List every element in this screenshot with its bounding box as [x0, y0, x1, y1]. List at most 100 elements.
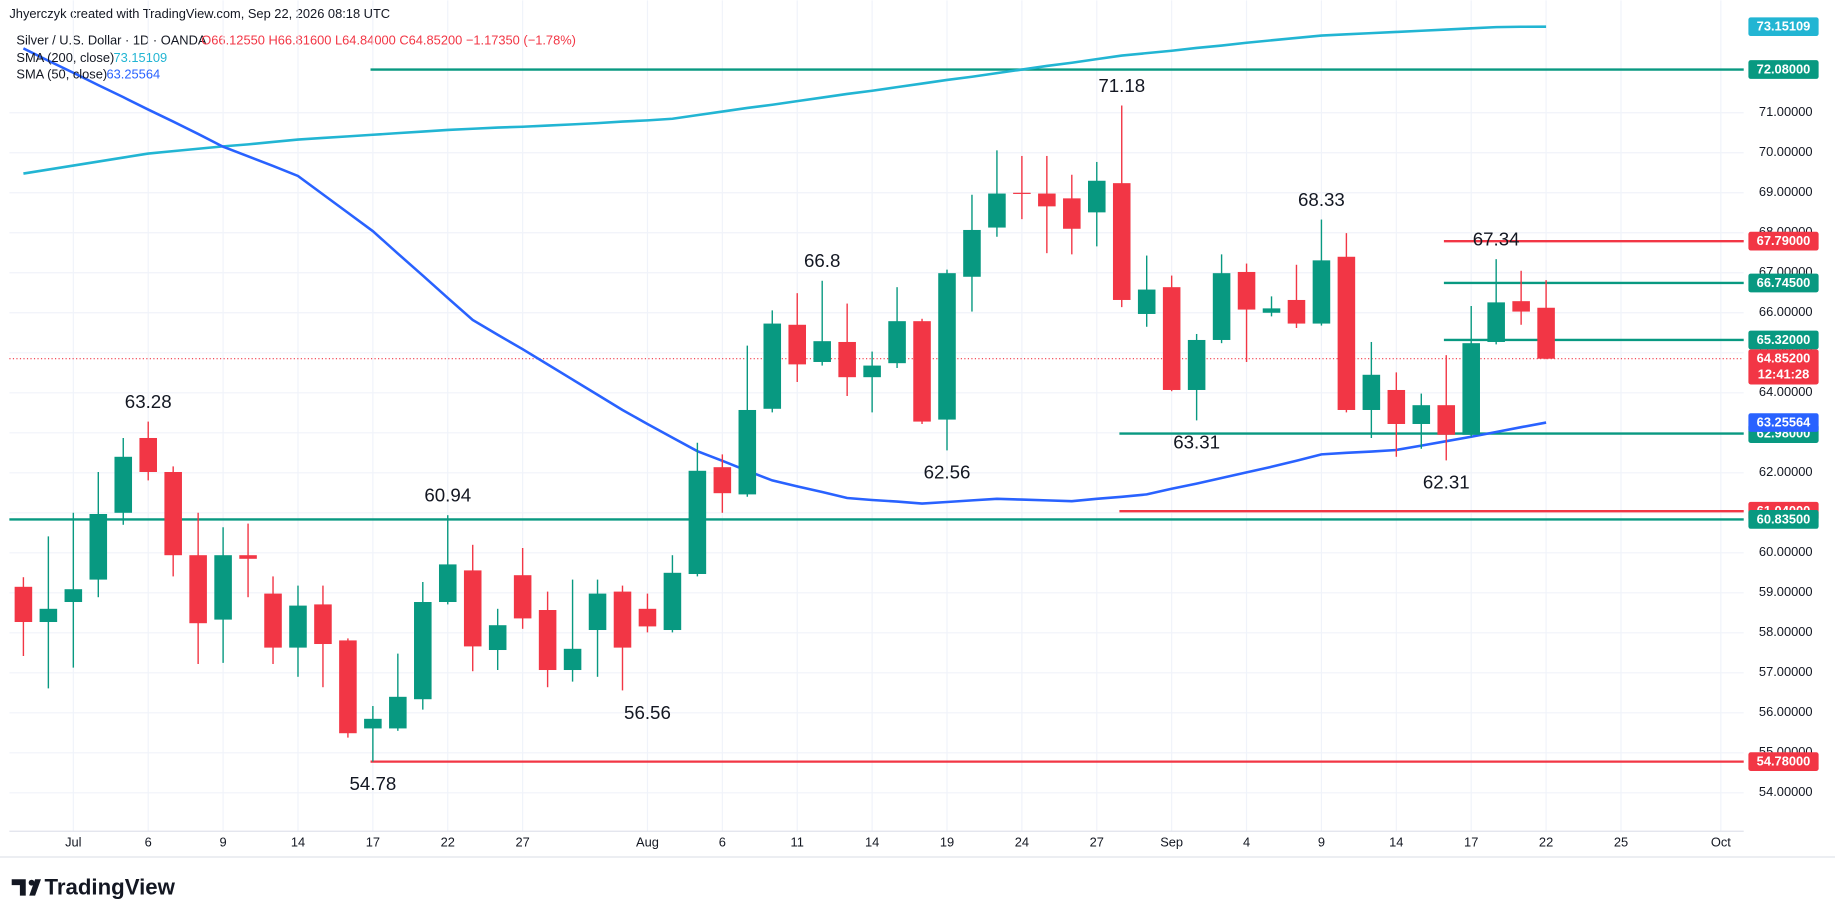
price-tag-label: 63.25564	[1757, 415, 1811, 430]
candle-body	[513, 575, 532, 619]
quote: O66.12550 H66.81600 L64.84000 C64.85200 …	[201, 33, 576, 48]
x-tick-label: 6	[145, 834, 152, 849]
price-tag-label: 60.83500	[1757, 511, 1811, 526]
sma-line	[22, 47, 1547, 505]
price-tag-label: 66.74500	[1757, 275, 1811, 290]
candle-body	[214, 555, 232, 620]
y-tick-label: 66.00000	[1759, 304, 1813, 319]
candle-body	[164, 471, 182, 556]
price-tag	[1748, 231, 1819, 251]
x-tick-label: 17	[366, 834, 380, 849]
candle-body	[963, 229, 981, 277]
candle-body	[638, 608, 657, 627]
price-tag-label: 67.79000	[1757, 233, 1811, 248]
annotation: 66.8	[804, 250, 840, 271]
candle-body	[1212, 273, 1231, 340]
annotation: 63.31	[1173, 432, 1220, 453]
candle-body	[613, 591, 632, 648]
annotation: 63.28	[125, 391, 172, 412]
price-tag-label: 72.08000	[1757, 62, 1811, 77]
logo-dot	[28, 879, 35, 886]
legend-value: 73.15109	[114, 50, 168, 65]
candle-body	[1038, 193, 1056, 207]
candle-body	[888, 321, 906, 364]
legend-name: SMA (200, close)	[16, 50, 114, 65]
candle-body	[1487, 302, 1505, 342]
price-tag	[1748, 330, 1819, 350]
y-tick-label: 64.00000	[1759, 384, 1813, 399]
credit: Jhyerczyk created with TradingView.com, …	[9, 6, 390, 21]
sma-line	[23, 25, 1547, 175]
candle-body	[114, 456, 133, 513]
x-tick-label: 11	[791, 834, 804, 849]
y-tick-label: 57.00000	[1759, 664, 1813, 679]
logo: TradingView	[11, 874, 176, 899]
candle-body	[763, 323, 782, 409]
y-tick-label: 59.00000	[1759, 584, 1813, 599]
candle-body	[1312, 260, 1331, 324]
candle-body	[538, 610, 557, 671]
candle-body	[788, 324, 807, 365]
x-tick-label: 22	[1539, 834, 1553, 849]
candle-body	[239, 555, 257, 559]
brand: TradingView	[44, 874, 175, 899]
x-tick-label: 19	[940, 834, 954, 849]
y-tick-label: 58.00000	[1759, 624, 1813, 639]
candle-body	[1112, 183, 1131, 300]
chart-title: Silver / U.S. Dollar · 1D · OANDA	[16, 33, 206, 48]
x-tick-label: Aug	[636, 834, 659, 849]
price-tag	[1748, 752, 1819, 771]
candle-body	[488, 625, 507, 651]
x-tick-label: 24	[1015, 834, 1029, 849]
annotation: 68.33	[1298, 189, 1345, 210]
candle-body	[1262, 308, 1281, 313]
candle-body	[1512, 301, 1530, 312]
price-tag	[1748, 413, 1819, 432]
countdown: 12:41:28	[1758, 366, 1809, 381]
candle-body	[688, 470, 707, 575]
candle-body	[463, 570, 482, 647]
price-tag-label: 54.78000	[1757, 754, 1811, 769]
y-tick-label: 71.00000	[1759, 104, 1813, 119]
y-tick-label: 70.00000	[1759, 144, 1813, 159]
x-tick-label: 4	[1243, 834, 1250, 849]
candle-body	[838, 341, 856, 378]
candle-body	[389, 696, 407, 729]
candle-body	[314, 604, 332, 645]
annotation: 62.31	[1423, 472, 1470, 493]
candle-body	[39, 608, 58, 623]
candle-body	[913, 321, 931, 422]
candle-body	[139, 437, 157, 472]
candle-body	[364, 718, 382, 729]
x-tick-label: 14	[865, 834, 879, 849]
candle-body	[438, 564, 457, 603]
candle-body	[938, 273, 956, 420]
x-tick-label: 27	[1090, 834, 1104, 849]
legend-value: 63.25564	[106, 67, 160, 82]
candle-body	[563, 648, 582, 671]
candle-body	[1137, 289, 1156, 314]
candle-body	[339, 640, 357, 734]
x-tick-label: 17	[1464, 834, 1478, 849]
y-tick-label: 69.00000	[1759, 184, 1813, 199]
candle-body	[414, 602, 432, 700]
annotation: 56.56	[624, 702, 671, 723]
y-tick-label: 56.00000	[1759, 704, 1813, 719]
legend-name: SMA (50, close)	[16, 67, 107, 82]
x-tick-label: 6	[719, 834, 726, 849]
candle-body	[1013, 192, 1031, 194]
candle-body	[1162, 287, 1181, 390]
candle-body	[738, 409, 757, 495]
candle-body	[1537, 307, 1555, 359]
annotation: 71.18	[1098, 75, 1145, 96]
x-tick-label: 25	[1614, 834, 1628, 849]
annotation: 67.34	[1473, 228, 1520, 249]
x-tick-label: Oct	[1711, 834, 1731, 849]
candle-body	[1287, 299, 1306, 324]
candle-body	[1362, 374, 1381, 410]
candle-body	[1187, 339, 1206, 390]
candle-body	[863, 365, 881, 378]
